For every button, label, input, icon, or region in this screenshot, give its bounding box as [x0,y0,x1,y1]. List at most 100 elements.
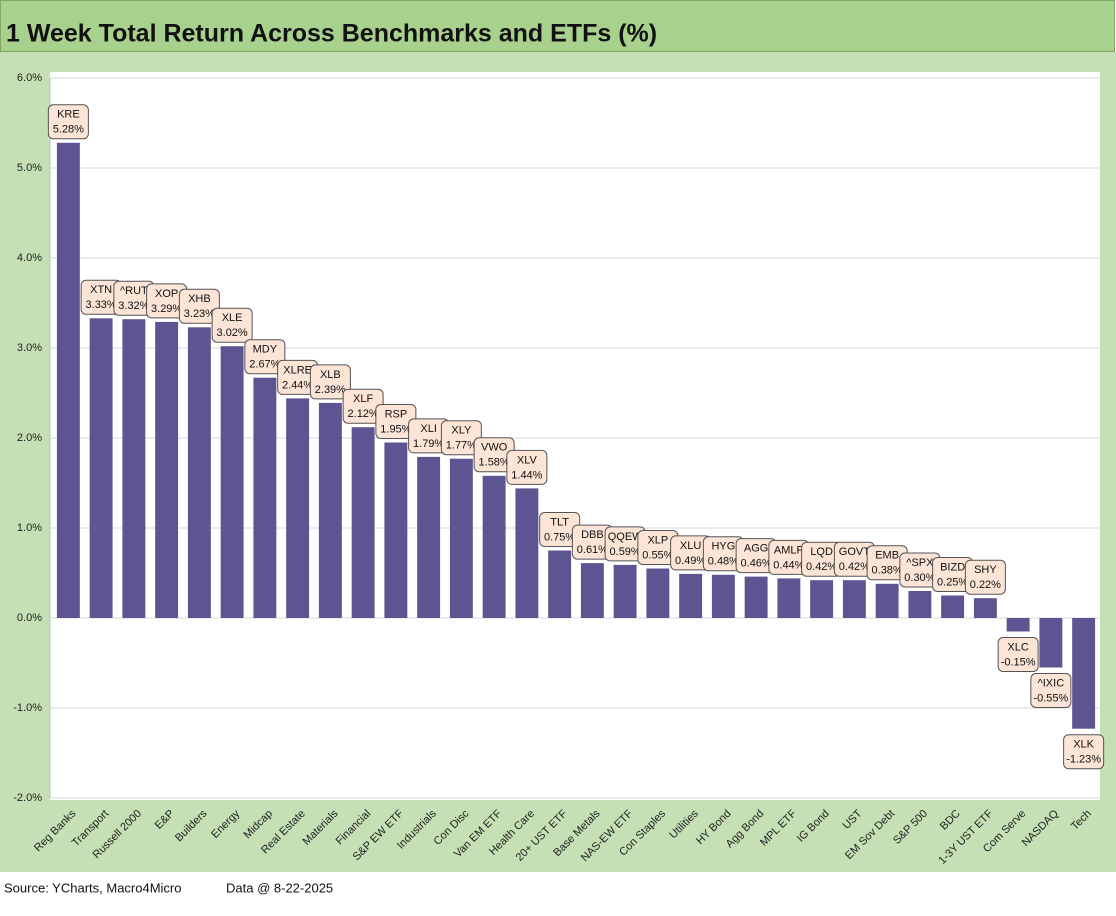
data-label-ticker: GOVT [839,546,870,558]
data-label-value: 2.12% [348,408,379,420]
chart-title: 1 Week Total Return Across Benchmarks an… [6,20,657,48]
data-label-value: 3.32% [118,300,149,312]
data-label-ticker: AMLP [774,544,804,556]
data-label-value: 2.39% [315,384,346,396]
data-label-value: 2.44% [282,379,313,391]
data-label-ticker: RSP [385,408,408,420]
data-label-ticker: XTN [90,284,112,296]
data-label-ticker: XLV [517,454,538,466]
data-label-ticker: DBB [581,529,604,541]
bar [973,598,997,618]
bar [515,488,539,618]
data-label-value: -0.15% [1001,656,1036,668]
bar [941,595,965,618]
bar [777,578,801,618]
data-label-ticker: XLY [451,425,472,437]
data-label-value: -0.55% [1033,692,1068,704]
bar [187,327,211,618]
data-label-value: 1.95% [380,423,411,435]
bar [1039,618,1063,668]
data-label-ticker: XLC [1007,641,1028,653]
data-label-ticker: SHY [974,564,997,576]
data-label-ticker: XLU [680,540,701,552]
data-label-ticker: BIZD [940,561,965,573]
data-label-value: 0.59% [610,546,641,558]
source-note: Source: YCharts, Macro4Micro [4,880,182,895]
bar [613,564,637,618]
y-tick-label: 2.0% [17,432,42,444]
bar [810,580,834,618]
bar [351,427,375,618]
data-label-value: 0.75% [544,531,575,543]
data-label-value: 0.30% [904,572,935,584]
bar [384,442,408,618]
bar [122,319,146,618]
bar [417,456,441,618]
data-label-value: 3.33% [86,299,117,311]
bar [580,563,604,618]
bar [1006,618,1030,632]
data-label-value: 0.38% [872,565,903,577]
data-label-box [47,104,89,140]
data-label-value: 3.23% [184,308,215,320]
data-label-value: 3.29% [151,303,182,315]
data-label-ticker: AGG [744,543,768,555]
data-label-value: 0.22% [970,579,1001,591]
data-label-ticker: KRE [57,109,80,121]
bar [548,550,572,618]
data-label-box [244,339,286,375]
data-label-ticker: XLF [353,393,373,405]
y-tick-label: 5.0% [17,162,42,174]
data-label-value: 0.61% [577,544,608,556]
bar [56,142,80,619]
data-label-ticker: ^RUT [120,285,148,297]
y-tick-label: 0.0% [17,612,42,624]
bar [449,458,473,618]
bar [875,583,899,618]
data-label-box [309,364,351,400]
data-label-ticker: XLP [647,534,668,546]
data-label-box [178,288,220,324]
data-label-value: 2.67% [249,359,280,371]
data-label-box [1030,673,1072,708]
data-label-value: 1.58% [479,457,510,469]
y-tick-label: -2.0% [13,792,42,804]
data-label-value: 0.46% [741,558,772,570]
bar [253,377,277,618]
data-label-ticker: XLE [222,312,243,324]
data-label-value: 0.25% [937,576,968,588]
bar [711,574,735,618]
y-tick-label: 4.0% [17,252,42,264]
data-label-value: 0.55% [642,549,673,561]
bar [646,568,670,618]
bar [1072,618,1096,729]
bar [220,346,244,618]
bar [842,580,866,618]
data-label-value: 1.77% [446,440,477,452]
data-label-ticker: XHB [188,293,211,305]
data-label-box [997,637,1039,672]
bars [56,142,1096,729]
y-tick-label: 1.0% [17,522,42,534]
data-label-value: 0.49% [675,555,706,567]
data-label-box [1063,734,1105,770]
data-label-ticker: XLB [320,369,341,381]
y-tick-label: 3.0% [17,342,42,354]
data-label-ticker: ^IXIC [1038,677,1065,689]
data-label-ticker: XLRE [283,364,312,376]
data-label-ticker: ^SPX [906,557,934,569]
data-label-value: 0.42% [806,561,837,573]
data-label-value: 3.02% [217,327,248,339]
bar [155,321,179,618]
data-label-ticker: QQEW [608,531,643,543]
data-label-box [506,449,548,485]
bar [482,475,506,618]
y-tick-label: -1.0% [13,702,42,714]
data-label-ticker: EMB [875,550,899,562]
data-label-value: 0.44% [773,559,804,571]
data-label-box [211,307,253,343]
data-label-ticker: XOP [155,288,178,300]
bar [679,573,703,618]
data-label-value: -1.23% [1066,754,1101,766]
